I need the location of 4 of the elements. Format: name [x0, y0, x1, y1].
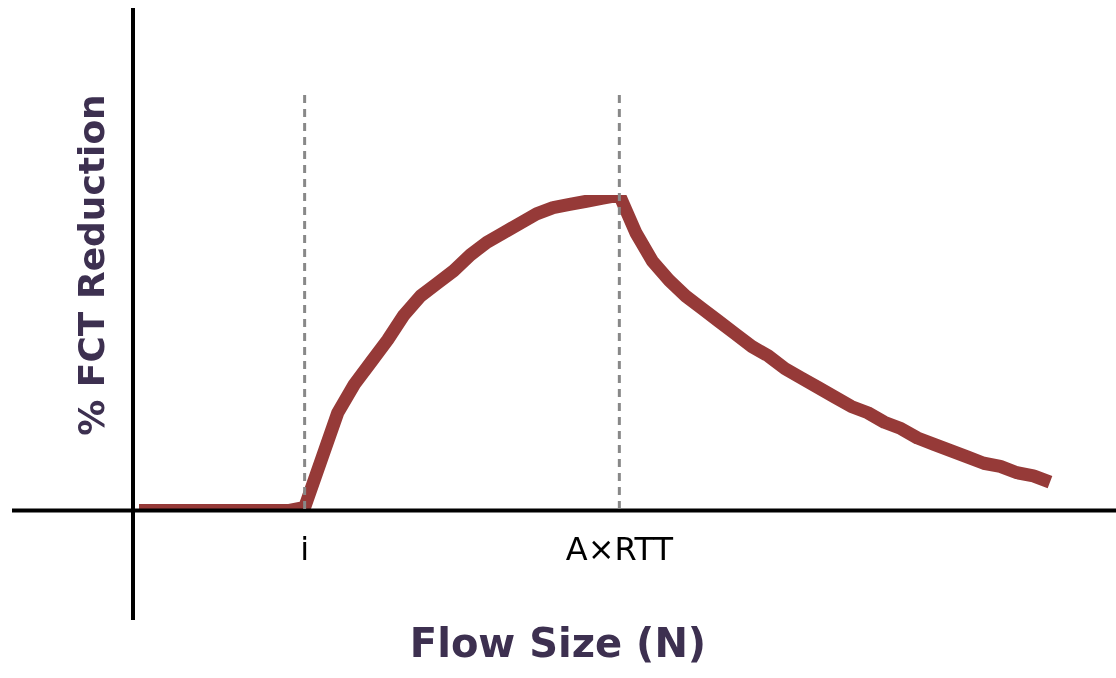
y-axis-title: % FCT Reduction — [71, 94, 113, 436]
x-axis-title: Flow Size (N) — [408, 620, 708, 666]
x-tick-label: i — [300, 530, 310, 569]
x-tick-label: A×RTT — [565, 530, 674, 569]
